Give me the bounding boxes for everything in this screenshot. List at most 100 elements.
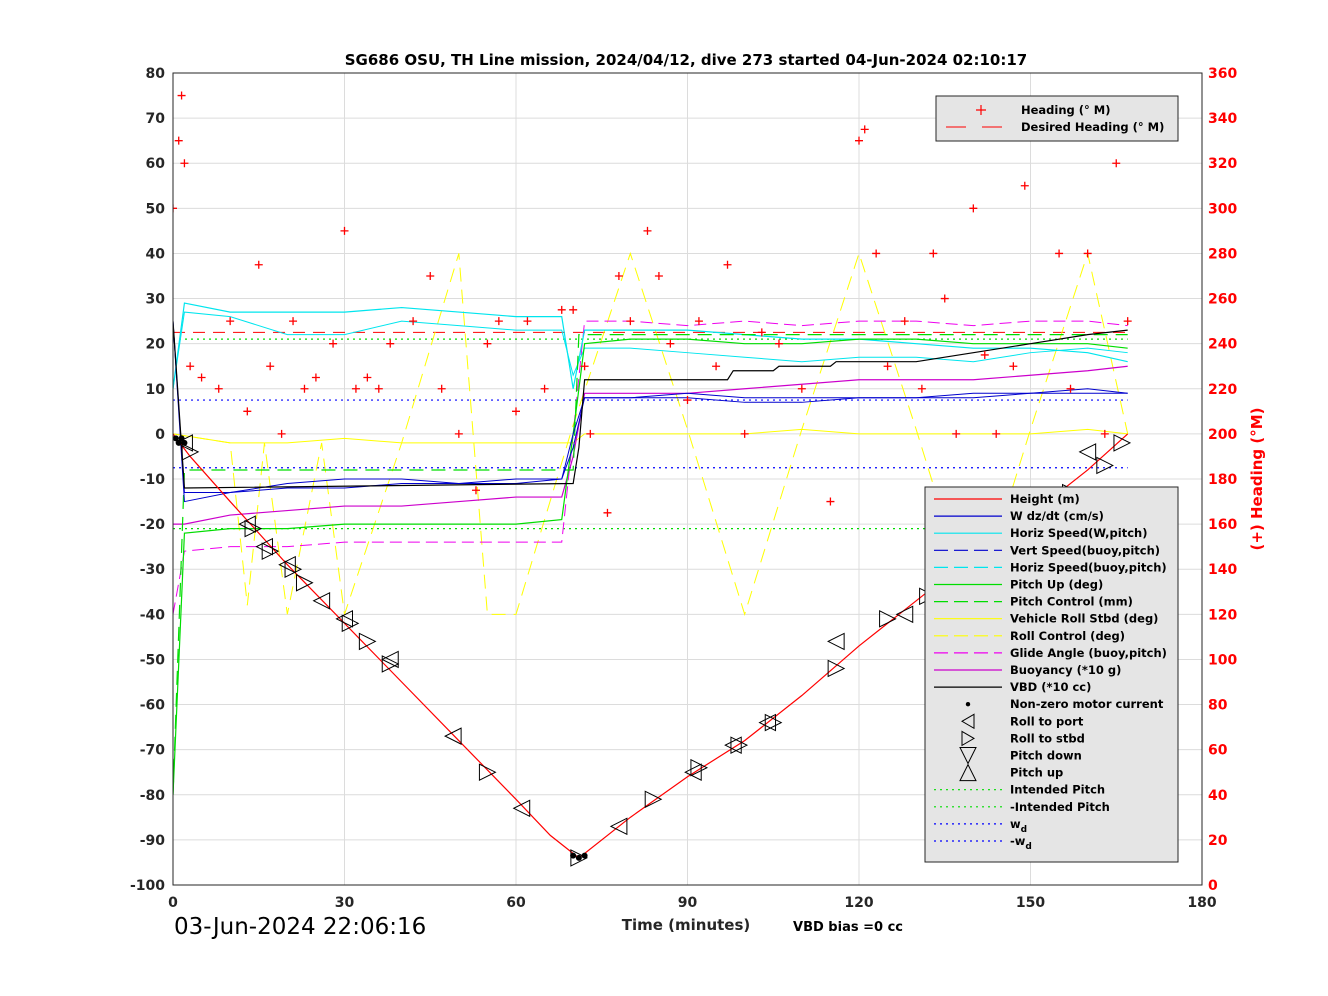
legend-marker bbox=[965, 702, 971, 707]
y-tick-label: -100 bbox=[130, 878, 165, 894]
roll-stbd-marker bbox=[244, 519, 263, 538]
legend-label: Horiz Speed(buoy,pitch) bbox=[1010, 560, 1167, 574]
legend-marker bbox=[961, 713, 975, 730]
heading-point bbox=[872, 249, 881, 258]
heading-point bbox=[917, 384, 926, 393]
legend-subscript: d bbox=[1021, 825, 1027, 835]
legend-label: Vert Speed(buoy,pitch) bbox=[1010, 543, 1160, 557]
legend-label: Buoyancy (*10 g) bbox=[1010, 663, 1121, 677]
y-tick-label: 40 bbox=[146, 246, 166, 262]
heading-point bbox=[1123, 317, 1132, 326]
legend-label: -Intended Pitch bbox=[1010, 800, 1110, 814]
heading-point bbox=[860, 125, 869, 134]
roll-stbd-marker bbox=[181, 443, 200, 461]
y-tick-label: 60 bbox=[146, 156, 166, 172]
y-right-tick-label: 80 bbox=[1208, 698, 1228, 714]
heading-point bbox=[1112, 159, 1121, 168]
y-right-tick-label: 160 bbox=[1208, 517, 1237, 533]
roll-port-marker bbox=[609, 817, 628, 836]
x-tick-label: 90 bbox=[678, 895, 698, 911]
heading-point bbox=[654, 272, 663, 280]
heading-point bbox=[437, 384, 446, 393]
y-tick-label: -30 bbox=[140, 562, 166, 578]
y-tick-label: -80 bbox=[140, 788, 166, 804]
heading-point bbox=[1055, 249, 1064, 258]
y-right-tick-label: 180 bbox=[1208, 472, 1237, 488]
roll-stbd-marker bbox=[358, 632, 377, 651]
y-right-tick-label: 220 bbox=[1208, 382, 1237, 398]
roll-stbd-marker bbox=[690, 758, 709, 777]
heading-point bbox=[1009, 362, 1018, 371]
heading-point bbox=[540, 384, 549, 393]
heading-point bbox=[311, 373, 320, 382]
series-layer bbox=[173, 91, 1132, 867]
heading-point bbox=[740, 429, 749, 438]
legend-subscript: d bbox=[1025, 842, 1031, 852]
roll-port-marker bbox=[312, 591, 331, 610]
heading-point bbox=[883, 362, 892, 371]
heading-point bbox=[980, 350, 989, 359]
y-right-tick-label: 340 bbox=[1208, 111, 1237, 127]
roll-port-marker bbox=[238, 515, 256, 533]
motor-current-dot bbox=[178, 435, 185, 442]
motor-current-dot bbox=[173, 435, 179, 442]
roll-stbd-marker bbox=[341, 614, 360, 633]
y-tick-label: -10 bbox=[140, 472, 166, 488]
heading-point bbox=[197, 373, 206, 382]
heading-point bbox=[694, 317, 703, 326]
heading-point bbox=[969, 204, 978, 213]
heading-point bbox=[855, 136, 863, 145]
y-tick-label: -20 bbox=[140, 517, 166, 533]
ticks: 0 30 60 90 120 150 18080706050403020100-10-20-… bbox=[130, 66, 1238, 911]
series-glide-angle bbox=[173, 320, 1128, 615]
heading-point bbox=[586, 429, 595, 438]
legend-label: Roll Control (deg) bbox=[1010, 629, 1125, 643]
roll-stbd-marker bbox=[827, 659, 846, 678]
y-tick-label: 80 bbox=[146, 66, 166, 82]
y-right-tick-label: 320 bbox=[1208, 156, 1237, 172]
heading-point bbox=[180, 159, 189, 168]
y-right-tick-label: 140 bbox=[1208, 562, 1237, 578]
heading-point bbox=[992, 429, 1001, 438]
y-right-tick-label: 260 bbox=[1208, 292, 1237, 308]
motor-current-dot bbox=[575, 854, 582, 861]
heading-point bbox=[1066, 384, 1075, 393]
roll-port-marker bbox=[443, 727, 462, 745]
heading-point bbox=[900, 317, 909, 326]
heading-point bbox=[329, 339, 338, 348]
roll-port-marker bbox=[255, 537, 273, 556]
chart-title: SG686 OSU, TH Line mission, 2024/04/12, … bbox=[345, 51, 1028, 69]
series-vehicle-roll bbox=[173, 428, 1128, 444]
y-right-tick-label: 40 bbox=[1208, 788, 1228, 804]
legend-marker bbox=[959, 763, 977, 782]
legend-label: Pitch down bbox=[1010, 749, 1082, 763]
roll-port-marker bbox=[724, 736, 742, 754]
heading-point bbox=[614, 272, 623, 280]
legend-label: Pitch up bbox=[1010, 766, 1063, 780]
y-tick-label: 50 bbox=[146, 201, 166, 217]
roll-stbd-marker bbox=[478, 763, 497, 782]
legend-marker bbox=[961, 730, 975, 747]
plot-frame bbox=[172, 72, 1203, 886]
x-axis-label: Time (minutes) bbox=[622, 916, 751, 934]
heading-point bbox=[386, 339, 395, 348]
x-tick-label: 60 bbox=[506, 895, 526, 911]
heading-point bbox=[254, 260, 263, 269]
series-pitch-up bbox=[173, 338, 1128, 795]
y-tick-label: -50 bbox=[140, 652, 166, 668]
legend-label: Horiz Speed(W,pitch) bbox=[1010, 526, 1147, 540]
heading-point bbox=[300, 384, 309, 393]
heading-point bbox=[289, 317, 298, 326]
y-right-tick-label: 120 bbox=[1208, 607, 1237, 623]
y-tick-label: 10 bbox=[146, 382, 166, 398]
roll-port-marker bbox=[684, 763, 702, 782]
heading-point bbox=[712, 362, 721, 371]
y-right-tick-label: 280 bbox=[1208, 246, 1237, 262]
heading-point bbox=[929, 249, 938, 258]
y-right-tick-label: 300 bbox=[1208, 201, 1237, 217]
series-pitch-control bbox=[173, 334, 1128, 795]
heading-point bbox=[266, 362, 275, 371]
series-buoyancy bbox=[173, 365, 1128, 525]
heading-point bbox=[363, 373, 372, 382]
heading-point bbox=[569, 305, 578, 314]
